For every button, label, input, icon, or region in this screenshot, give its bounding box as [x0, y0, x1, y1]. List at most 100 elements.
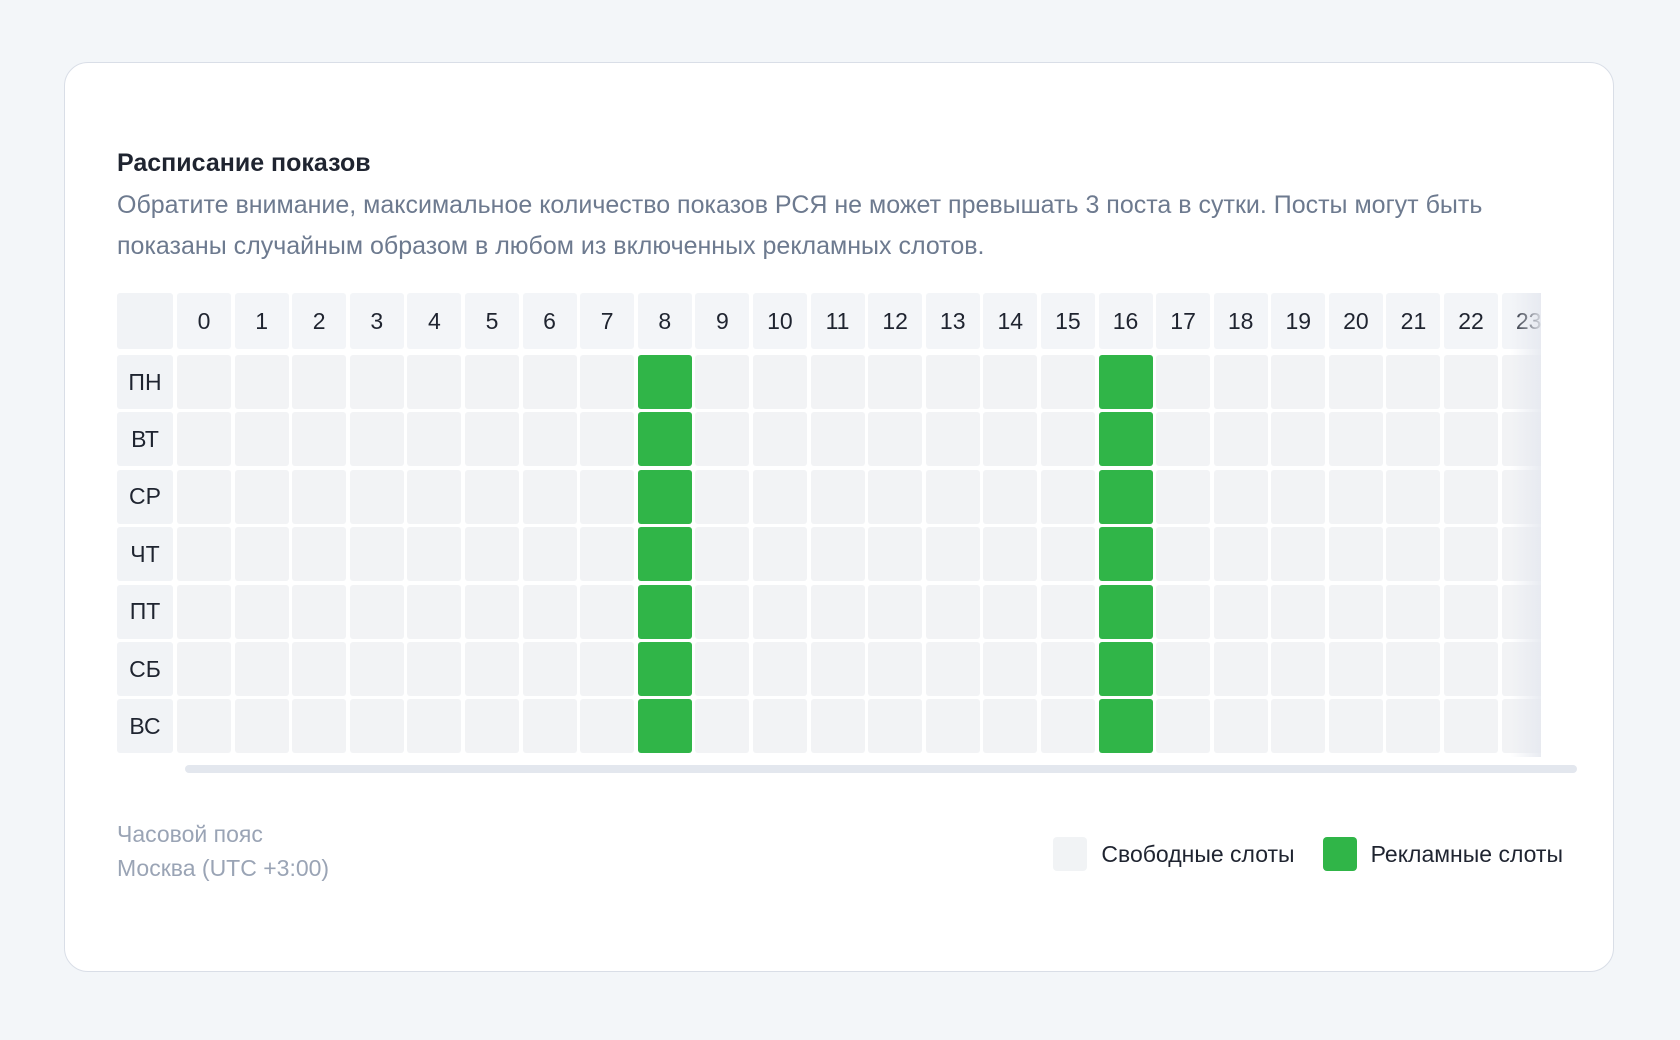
free-slot-cell[interactable] [464, 469, 519, 524]
ad-slot-cell[interactable] [1098, 527, 1153, 582]
free-slot-cell[interactable] [349, 642, 404, 696]
free-slot-cell[interactable] [868, 642, 923, 696]
free-slot-cell[interactable] [810, 469, 865, 524]
free-slot-cell[interactable] [983, 699, 1038, 754]
free-slot-cell[interactable] [695, 469, 750, 524]
free-slot-cell[interactable] [1501, 699, 1541, 754]
free-slot-cell[interactable] [234, 584, 289, 639]
free-slot-cell[interactable] [234, 699, 289, 754]
free-slot-cell[interactable] [983, 469, 1038, 524]
free-slot-cell[interactable] [349, 412, 404, 467]
free-slot-cell[interactable] [1040, 355, 1095, 409]
free-slot-cell[interactable] [925, 584, 980, 639]
free-slot-cell[interactable] [234, 527, 289, 582]
free-slot-cell[interactable] [752, 642, 807, 696]
free-slot-cell[interactable] [983, 412, 1038, 467]
free-slot-cell[interactable] [1386, 355, 1441, 409]
free-slot-cell[interactable] [1156, 527, 1211, 582]
ad-slot-cell[interactable] [637, 355, 692, 409]
free-slot-cell[interactable] [1386, 412, 1441, 467]
free-slot-cell[interactable] [522, 584, 577, 639]
free-slot-cell[interactable] [349, 584, 404, 639]
free-slot-cell[interactable] [752, 699, 807, 754]
free-slot-cell[interactable] [292, 584, 347, 639]
free-slot-cell[interactable] [1213, 355, 1268, 409]
ad-slot-cell[interactable] [637, 412, 692, 467]
free-slot-cell[interactable] [1386, 642, 1441, 696]
free-slot-cell[interactable] [234, 355, 289, 409]
ad-slot-cell[interactable] [637, 642, 692, 696]
free-slot-cell[interactable] [1328, 412, 1383, 467]
free-slot-cell[interactable] [868, 469, 923, 524]
free-slot-cell[interactable] [925, 469, 980, 524]
free-slot-cell[interactable] [1328, 642, 1383, 696]
free-slot-cell[interactable] [983, 584, 1038, 639]
free-slot-cell[interactable] [1444, 412, 1499, 467]
free-slot-cell[interactable] [349, 699, 404, 754]
free-slot-cell[interactable] [407, 699, 462, 754]
free-slot-cell[interactable] [925, 355, 980, 409]
free-slot-cell[interactable] [292, 699, 347, 754]
free-slot-cell[interactable] [1501, 469, 1541, 524]
free-slot-cell[interactable] [1501, 355, 1541, 409]
free-slot-cell[interactable] [695, 412, 750, 467]
free-slot-cell[interactable] [1213, 642, 1268, 696]
free-slot-cell[interactable] [695, 355, 750, 409]
free-slot-cell[interactable] [580, 642, 635, 696]
free-slot-cell[interactable] [983, 355, 1038, 409]
free-slot-cell[interactable] [1040, 412, 1095, 467]
free-slot-cell[interactable] [810, 355, 865, 409]
free-slot-cell[interactable] [868, 355, 923, 409]
free-slot-cell[interactable] [1156, 584, 1211, 639]
free-slot-cell[interactable] [1501, 642, 1541, 696]
free-slot-cell[interactable] [1213, 699, 1268, 754]
free-slot-cell[interactable] [407, 527, 462, 582]
free-slot-cell[interactable] [810, 584, 865, 639]
free-slot-cell[interactable] [695, 584, 750, 639]
free-slot-cell[interactable] [1444, 584, 1499, 639]
free-slot-cell[interactable] [752, 527, 807, 582]
free-slot-cell[interactable] [1328, 355, 1383, 409]
free-slot-cell[interactable] [580, 355, 635, 409]
free-slot-cell[interactable] [695, 699, 750, 754]
free-slot-cell[interactable] [810, 527, 865, 582]
free-slot-cell[interactable] [1040, 584, 1095, 639]
free-slot-cell[interactable] [580, 527, 635, 582]
horizontal-scrollbar[interactable] [185, 765, 1577, 773]
free-slot-cell[interactable] [983, 527, 1038, 582]
free-slot-cell[interactable] [1271, 642, 1326, 696]
free-slot-cell[interactable] [1271, 355, 1326, 409]
free-slot-cell[interactable] [1328, 469, 1383, 524]
free-slot-cell[interactable] [464, 412, 519, 467]
free-slot-cell[interactable] [580, 469, 635, 524]
ad-slot-cell[interactable] [1098, 699, 1153, 754]
free-slot-cell[interactable] [407, 412, 462, 467]
free-slot-cell[interactable] [292, 355, 347, 409]
free-slot-cell[interactable] [407, 584, 462, 639]
free-slot-cell[interactable] [1156, 412, 1211, 467]
free-slot-cell[interactable] [1386, 699, 1441, 754]
free-slot-cell[interactable] [1213, 527, 1268, 582]
free-slot-cell[interactable] [925, 642, 980, 696]
free-slot-cell[interactable] [868, 412, 923, 467]
ad-slot-cell[interactable] [637, 699, 692, 754]
free-slot-cell[interactable] [1213, 584, 1268, 639]
free-slot-cell[interactable] [580, 412, 635, 467]
free-slot-cell[interactable] [810, 642, 865, 696]
free-slot-cell[interactable] [1328, 699, 1383, 754]
free-slot-cell[interactable] [810, 699, 865, 754]
free-slot-cell[interactable] [1156, 699, 1211, 754]
free-slot-cell[interactable] [752, 584, 807, 639]
free-slot-cell[interactable] [464, 642, 519, 696]
free-slot-cell[interactable] [752, 412, 807, 467]
free-slot-cell[interactable] [177, 469, 231, 524]
free-slot-cell[interactable] [1156, 469, 1211, 524]
free-slot-cell[interactable] [1328, 584, 1383, 639]
ad-slot-cell[interactable] [1098, 584, 1153, 639]
free-slot-cell[interactable] [1040, 699, 1095, 754]
free-slot-cell[interactable] [177, 642, 231, 696]
free-slot-cell[interactable] [464, 355, 519, 409]
free-slot-cell[interactable] [1156, 642, 1211, 696]
free-slot-cell[interactable] [292, 642, 347, 696]
free-slot-cell[interactable] [1040, 527, 1095, 582]
